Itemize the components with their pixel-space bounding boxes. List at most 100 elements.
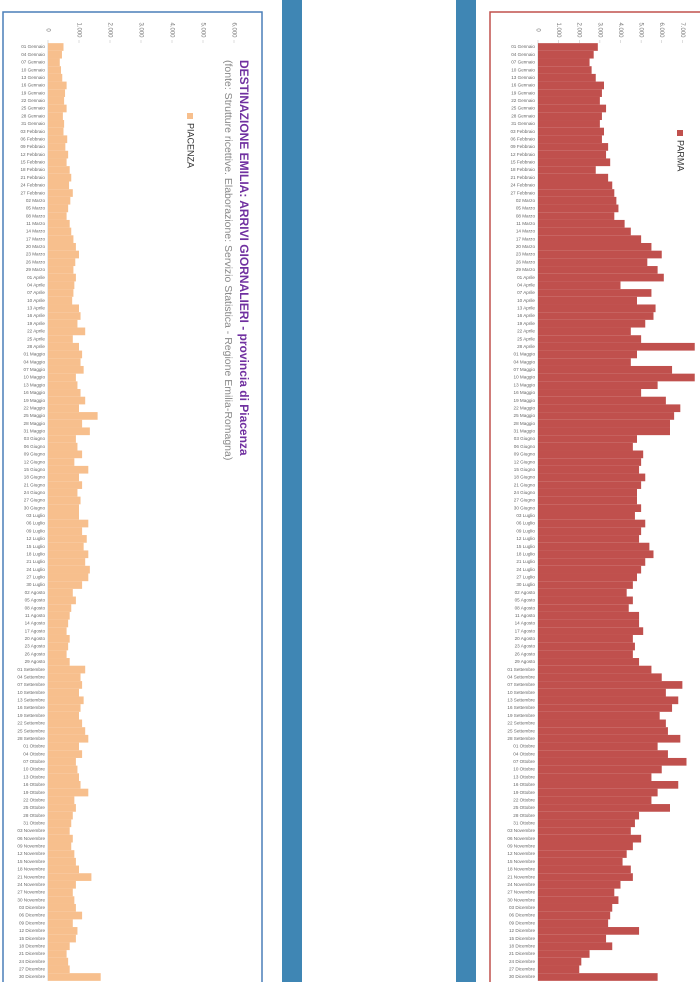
bar: [48, 934, 76, 943]
chart-subtitle: (fonte: Strutture ricettive. Elaborazion…: [222, 60, 234, 460]
bar: [48, 903, 76, 912]
bar: [48, 673, 81, 682]
category-label: 15 Dicembre: [509, 936, 535, 941]
category-label: 25 Settembre: [507, 728, 535, 733]
bar: [48, 473, 79, 482]
category-label: 21 Febbraio: [20, 175, 45, 180]
value-tick-label: 1.000: [555, 22, 561, 38]
category-label: 18 Febbraio: [20, 167, 45, 172]
category-label: 27 Febbraio: [20, 190, 45, 195]
category-label: 29 Agosto: [515, 659, 536, 664]
bar: [48, 319, 78, 328]
category-label: 03 Febbraio: [20, 129, 45, 134]
bar: [538, 627, 644, 635]
bar: [48, 973, 101, 981]
bar: [48, 112, 63, 121]
bar: [48, 634, 70, 643]
category-label: 29 Agosto: [25, 659, 46, 664]
bar: [538, 527, 642, 536]
bar: [48, 373, 76, 382]
category-label: 19 Maggio: [514, 398, 536, 403]
category-label: 30 Giugno: [514, 505, 536, 510]
category-label: 18 Giugno: [24, 475, 46, 480]
bar: [48, 335, 73, 343]
bar: [538, 927, 640, 935]
bar: [48, 227, 72, 236]
bar: [48, 519, 89, 528]
category-label: 12 Giugno: [514, 459, 536, 464]
category-label: 04 Ottobre: [513, 751, 535, 756]
value-tick-label: 4.000: [617, 22, 623, 38]
bar: [48, 458, 75, 466]
bar: [48, 342, 79, 351]
bar: [48, 642, 69, 651]
category-label: 03 Novembre: [17, 828, 45, 833]
category-label: 21 Dicembre: [19, 951, 45, 956]
bar: [48, 150, 69, 159]
bar: [48, 120, 65, 128]
category-label: 25 Gennaio: [21, 106, 45, 111]
category-label: 28 Gennaio: [21, 113, 45, 118]
bar: [538, 919, 609, 928]
category-label: 06 Dicembre: [19, 913, 45, 918]
category-label: 01 Maggio: [24, 352, 46, 357]
value-tick-label: 1.000: [75, 22, 81, 38]
bar: [48, 296, 73, 305]
category-label: 15 Febbraio: [20, 160, 45, 165]
bar: [538, 435, 637, 443]
category-label: 28 Ottobre: [513, 813, 535, 818]
category-label: 21 Novembre: [17, 874, 45, 879]
bar: [48, 189, 73, 197]
category-label: 24 Dicembre: [19, 959, 45, 964]
category-label: 26 Agosto: [25, 651, 46, 656]
bar: [538, 327, 631, 336]
category-label: 27 Dicembre: [19, 967, 45, 972]
bar: [48, 281, 75, 290]
category-label: 25 Ottobre: [513, 805, 535, 810]
bar: [48, 419, 83, 428]
category-label: 06 Novembre: [17, 836, 45, 841]
bar: [48, 734, 89, 743]
bar: [538, 219, 625, 228]
bar: [538, 250, 662, 259]
category-label: 22 Settembre: [17, 721, 45, 726]
bar: [538, 381, 658, 390]
bar: [48, 811, 73, 820]
bar: [48, 81, 67, 90]
bar: [48, 450, 83, 459]
category-label: 20 Agosto: [25, 636, 46, 641]
bar: [538, 235, 642, 243]
bar: [48, 727, 86, 735]
bar: [48, 627, 67, 635]
category-label: 24 Giugno: [514, 490, 536, 495]
category-label: 19 Maggio: [24, 398, 46, 403]
bar: [48, 496, 81, 505]
category-label: 13 Maggio: [24, 382, 46, 387]
category-label: 09 Dicembre: [19, 920, 45, 925]
value-tick-label: 4.000: [168, 22, 174, 38]
bar: [48, 250, 79, 259]
value-tick-label: 3.000: [137, 22, 143, 38]
bar: [48, 581, 83, 589]
category-label: 01 Ottobre: [513, 744, 535, 749]
category-label: 12 Dicembre: [509, 928, 535, 933]
bar: [538, 973, 658, 981]
bar: [538, 873, 633, 881]
bar: [538, 665, 652, 674]
category-label: 16 Ottobre: [23, 782, 45, 787]
category-label: 07 Ottobre: [513, 759, 535, 764]
bar: [48, 50, 62, 59]
category-label: 31 Ottobre: [23, 820, 45, 825]
bar: [48, 957, 69, 966]
bar: [48, 212, 67, 220]
bar: [538, 296, 637, 305]
category-label: 12 Dicembre: [19, 928, 45, 933]
category-label: 15 Novembre: [507, 859, 535, 864]
bar: [538, 642, 635, 651]
category-label: 05 Marzo: [516, 206, 536, 211]
bar: [48, 788, 89, 797]
bar: [538, 581, 633, 589]
bar: [538, 481, 642, 489]
bar: [48, 834, 73, 843]
